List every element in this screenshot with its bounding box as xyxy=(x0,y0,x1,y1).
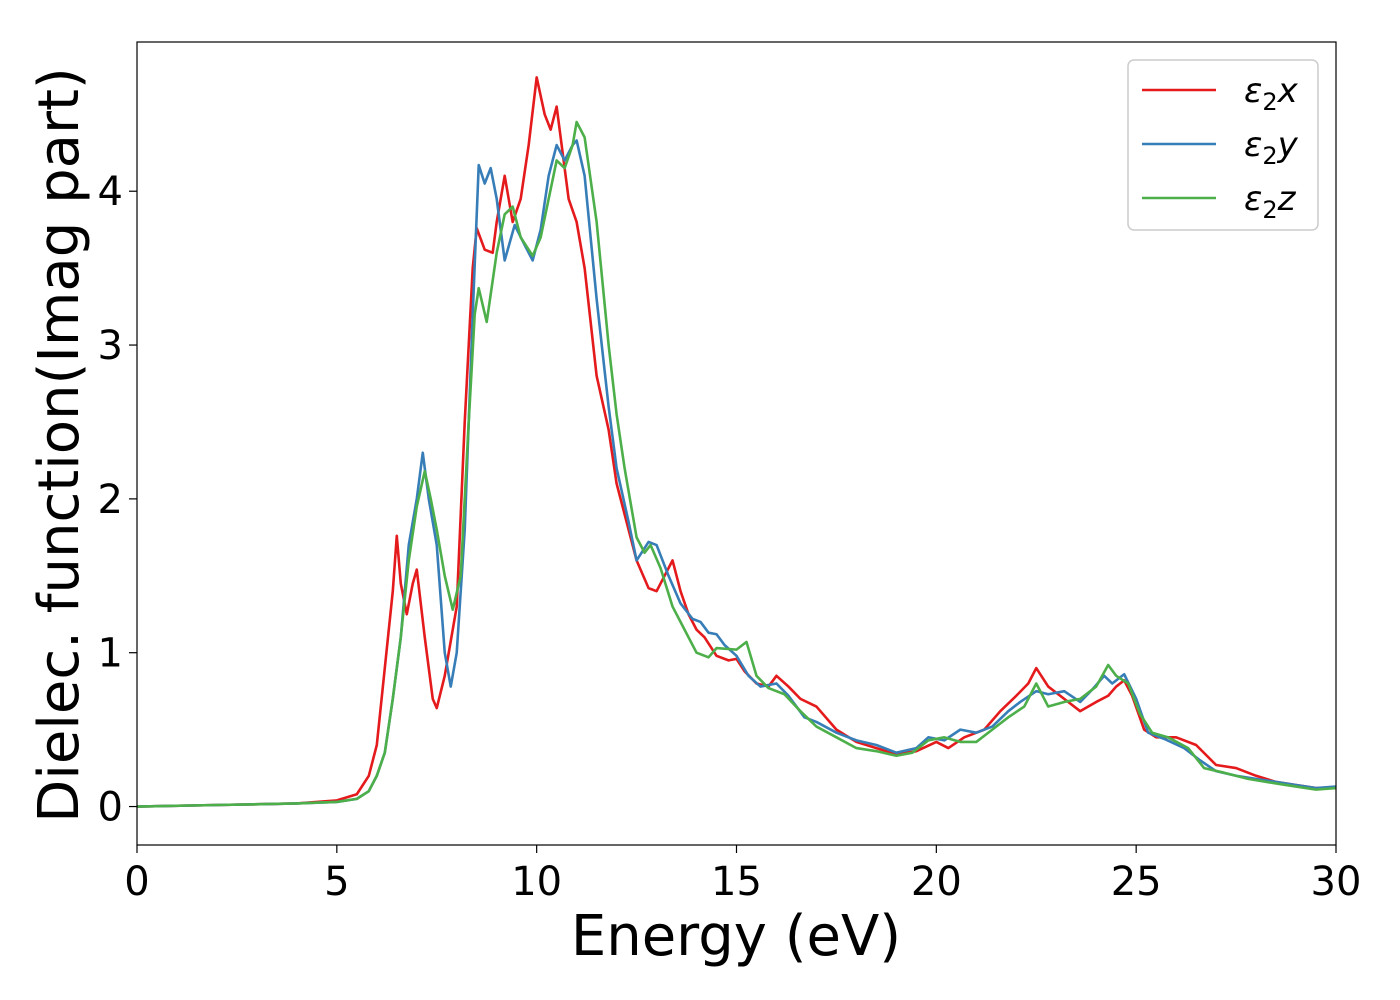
x-tick-label: 5 xyxy=(324,859,349,905)
series-line-z xyxy=(137,120,1336,808)
y-tick-label: 3 xyxy=(98,323,123,369)
x-tick-label: 15 xyxy=(711,859,762,905)
legend-label-z: ε2z xyxy=(1244,179,1297,224)
legend-box xyxy=(1127,59,1319,231)
legend-label-y: ε2y xyxy=(1244,125,1299,170)
x-tick-label: 25 xyxy=(1111,859,1162,905)
legend: ε2x ε2y ε2z xyxy=(1127,59,1319,231)
x-axis: 0 5 10 15 20 25 30 xyxy=(124,845,1361,905)
y-tick-label: 4 xyxy=(98,169,123,215)
x-tick-label: 0 xyxy=(124,859,149,905)
legend-label-x: ε2x xyxy=(1244,71,1299,116)
series-line-y xyxy=(137,139,1336,808)
x-tick-label: 10 xyxy=(511,859,562,905)
y-axis-label: Dielec. function(Imag part) xyxy=(27,67,92,823)
y-tick-label: 2 xyxy=(98,477,123,523)
x-tick-label: 20 xyxy=(911,859,962,905)
x-tick-label: 30 xyxy=(1311,859,1362,905)
series-line-x xyxy=(137,76,1336,808)
y-tick-label: 0 xyxy=(98,785,123,831)
y-axis: 0 1 2 3 4 xyxy=(98,169,137,831)
y-tick-label: 1 xyxy=(98,631,123,677)
x-axis-label: Energy (eV) xyxy=(571,904,901,969)
